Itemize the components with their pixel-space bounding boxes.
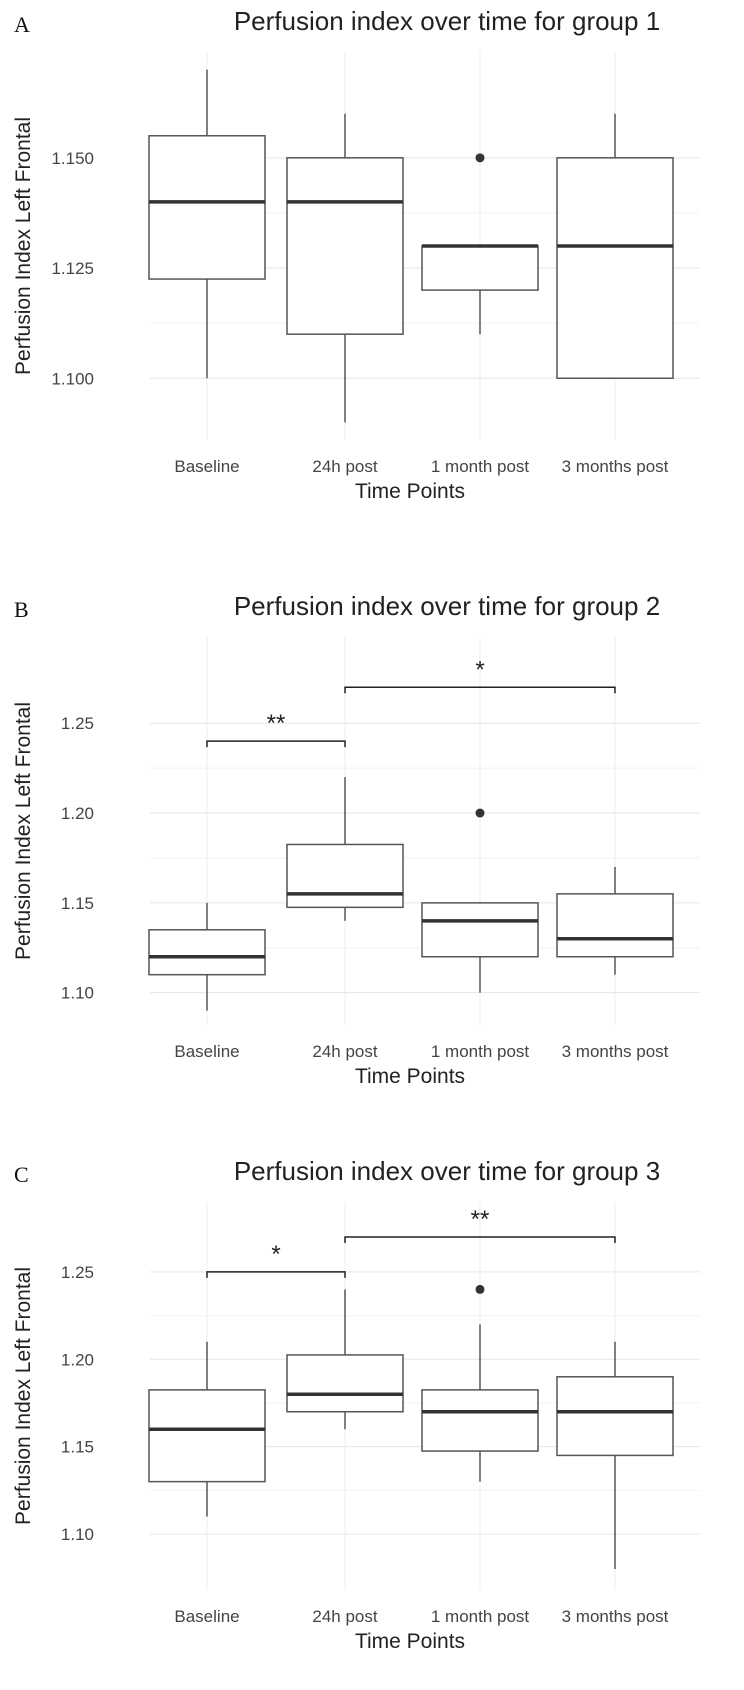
box-1 [148, 1341, 266, 1517]
iqr-box [148, 929, 266, 976]
iqr-box [421, 1389, 539, 1452]
x-axis-label: Time Points [355, 480, 465, 503]
iqr-box [556, 1376, 674, 1457]
y-axis-label: Perfusion Index Left Frontal [12, 702, 35, 960]
x-tick-label: Baseline [174, 1607, 239, 1626]
box-2 [286, 113, 404, 423]
x-tick-label: 1 month post [431, 457, 530, 476]
iqr-box [556, 157, 674, 380]
x-tick-label: Baseline [174, 457, 239, 476]
y-tick-label: 1.100 [51, 369, 94, 388]
x-tick-label: 1 month post [431, 1042, 530, 1061]
chart-title: Perfusion index over time for group 2 [233, 591, 661, 621]
outlier-point [475, 808, 485, 818]
y-tick-label: 1.150 [51, 149, 94, 168]
bracket-line [206, 1271, 346, 1278]
x-tick-label: 24h post [312, 457, 377, 476]
panel-label: B [14, 597, 29, 622]
significance-label: * [271, 1241, 280, 1268]
box-2 [286, 1289, 404, 1430]
y-tick-label: 1.15 [61, 1438, 94, 1457]
y-tick-label: 1.15 [61, 894, 94, 913]
iqr-box [421, 902, 539, 958]
x-axis-label: Time Points [355, 1065, 465, 1088]
significance-bracket: * [344, 656, 616, 694]
x-tick-label: 3 months post [562, 457, 669, 476]
box-4 [556, 1341, 674, 1570]
significance-bracket: * [206, 1241, 346, 1278]
x-tick-label: 3 months post [562, 1607, 669, 1626]
significance-bracket: ** [206, 710, 346, 748]
box-3 [421, 1284, 539, 1482]
chart-title: Perfusion index over time for group 1 [233, 6, 661, 36]
x-tick-label: 3 months post [562, 1042, 669, 1061]
y-tick-label: 1.125 [51, 259, 94, 278]
chart-title: Perfusion index over time for group 3 [233, 1156, 661, 1186]
significance-bracket: ** [344, 1206, 616, 1243]
box-3 [421, 808, 539, 993]
iqr-box [286, 157, 404, 335]
box-1 [148, 69, 266, 379]
y-tick-label: 1.25 [61, 714, 94, 733]
x-axis-label: Time Points [355, 1630, 465, 1653]
iqr-box [286, 1354, 404, 1413]
box-4 [556, 866, 674, 975]
x-tick-label: 24h post [312, 1042, 377, 1061]
y-tick-label: 1.20 [61, 804, 94, 823]
iqr-box [148, 1389, 266, 1483]
significance-label: * [475, 656, 484, 683]
y-axis-label: Perfusion Index Left Frontal [12, 1267, 35, 1525]
bracket-line [206, 740, 346, 748]
panel-label: C [14, 1162, 29, 1187]
y-axis-label: Perfusion Index Left Frontal [12, 117, 35, 375]
boxplot-svg-c: 1.10 1.15 1.20 1.25 Baseline 24h post 1 month … [12, 1202, 700, 1653]
x-tick-label: 24h post [312, 1607, 377, 1626]
chart-panel-b: B Perfusion index over time for group 2 … [0, 585, 744, 1125]
bracket-line [344, 1236, 616, 1243]
boxplot-svg-b: 1.10 1.15 1.20 1.25 Baseline 24h post 1 month … [12, 637, 700, 1088]
y-tick-label: 1.20 [61, 1350, 94, 1369]
chart-panel-c: C Perfusion index over time for group 3 … [0, 1150, 744, 1690]
y-tick-label: 1.25 [61, 1263, 94, 1282]
box-1 [148, 902, 266, 1011]
outlier-point [475, 153, 485, 163]
x-tick-label: 1 month post [431, 1607, 530, 1626]
iqr-box [286, 843, 404, 909]
iqr-box [556, 893, 674, 958]
x-tick-label: Baseline [174, 1042, 239, 1061]
iqr-box [421, 245, 539, 291]
panel-label: A [14, 12, 30, 37]
y-tick-label: 1.10 [61, 984, 94, 1003]
box-2 [286, 777, 404, 921]
y-tick-label: 1.10 [61, 1525, 94, 1544]
bracket-line [344, 686, 616, 694]
significance-label: ** [471, 1206, 490, 1233]
box-3 [421, 153, 539, 335]
significance-label: ** [267, 710, 286, 737]
box-4 [556, 113, 674, 380]
outlier-point [475, 1284, 485, 1294]
iqr-box [148, 135, 266, 280]
boxplot-svg-a: 1.100 1.125 1.150 Baseline 24h post 1 month p… [12, 52, 700, 503]
chart-panel-a: A Perfusion index over time for group 1 … [0, 0, 744, 540]
